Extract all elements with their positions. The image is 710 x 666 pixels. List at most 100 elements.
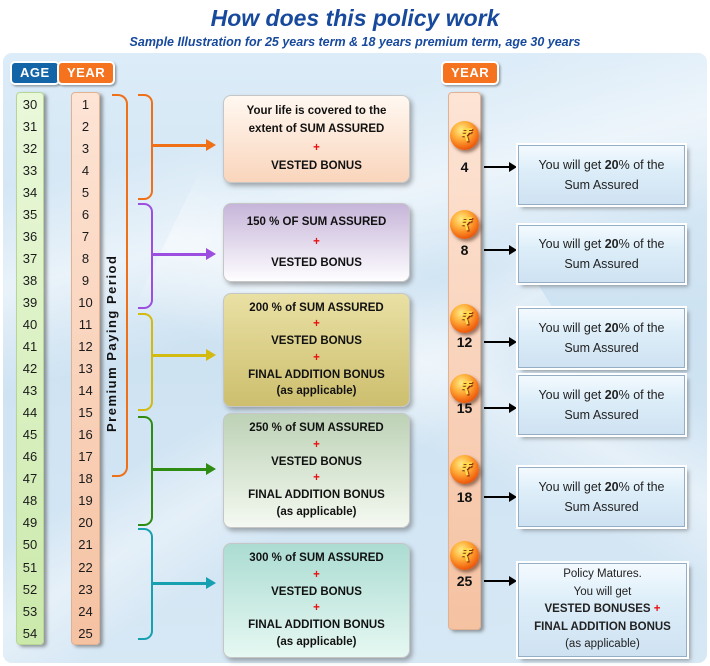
- text-line: Sum Assured: [564, 500, 639, 514]
- arrow-head-icon: [509, 576, 517, 586]
- payout-arrow: [484, 403, 517, 413]
- payout-box-year-15: You will get 20% of the Sum Assured: [518, 375, 685, 435]
- text-line: VESTED BONUS: [271, 159, 362, 172]
- year-cell: 9: [81, 272, 90, 288]
- year-cell: 2: [81, 118, 90, 134]
- payout-year-column-header: YEAR: [441, 61, 500, 85]
- arrow-head-icon: [206, 577, 216, 589]
- age-cell: 51: [22, 559, 38, 575]
- age-cell: 38: [22, 272, 38, 288]
- age-cell: 39: [22, 294, 38, 310]
- age-cell: 54: [22, 625, 38, 641]
- year-cell: 24: [78, 603, 93, 619]
- rupee-coin-icon: ₹: [450, 374, 479, 403]
- arrow-head-icon: [509, 403, 517, 413]
- text-line: You will get: [573, 585, 632, 598]
- age-cell: 35: [22, 206, 38, 222]
- age-column-header: AGE: [10, 61, 60, 85]
- payout-arrow: [484, 337, 517, 347]
- text-line: VESTED BONUS: [271, 585, 362, 598]
- text-line: 250 % of SUM ASSURED: [249, 421, 384, 434]
- text-line: You will get 20% of the: [538, 388, 665, 402]
- age-cell: 34: [22, 184, 38, 200]
- text-line: FINAL ADDITION BONUS: [534, 620, 671, 633]
- text-line: VESTED BONUS: [271, 256, 362, 269]
- benefit-arrow: [151, 248, 216, 260]
- rupee-coin-icon: ₹: [450, 210, 479, 239]
- benefit-arrow: [151, 349, 216, 361]
- text-line: 200 % of SUM ASSURED: [249, 301, 384, 314]
- year-column-header: YEAR: [57, 61, 116, 85]
- text-line: +: [313, 602, 320, 615]
- bracket-years-6-10: [138, 203, 153, 309]
- text-line: FINAL ADDITION BONUS: [248, 619, 385, 632]
- age-cell: 32: [22, 140, 38, 156]
- year-cell: 12: [78, 339, 93, 355]
- age-cell: 37: [22, 250, 38, 266]
- age-cell: 31: [22, 118, 38, 134]
- text-line: (as applicable): [276, 506, 357, 519]
- text-line: +: [313, 141, 320, 154]
- benefit-box-years-6-10: 150 % OF SUM ASSURED + VESTED BONUS: [223, 203, 410, 282]
- age-cell: 43: [22, 383, 38, 399]
- year-cell: 15: [78, 405, 93, 421]
- payout-year-column: [448, 92, 481, 630]
- text-line: +: [313, 472, 320, 485]
- age-cell: 52: [22, 581, 38, 597]
- year-cell: 18: [78, 471, 93, 487]
- age-cell: 36: [22, 228, 38, 244]
- benefit-box-years-11-15: 200 % of SUM ASSURED + VESTED BONUS + FINAL …: [223, 293, 410, 407]
- year-cell: 25: [78, 625, 93, 641]
- payout-box-year-25-maturity: Policy Matures. You will get VESTED BONUSE…: [518, 563, 687, 657]
- year-cell: 4: [81, 162, 90, 178]
- text-line: VESTED BONUSES +: [544, 603, 661, 616]
- arrow-head-icon: [509, 245, 517, 255]
- text-line: FINAL ADDITION BONUS: [248, 489, 385, 502]
- age-cell: 48: [22, 493, 38, 509]
- premium-paying-period-bracket: [112, 94, 128, 477]
- text-line: (as applicable): [276, 636, 357, 649]
- bracket-years-11-15: [138, 313, 153, 411]
- payout-year-4: 4: [460, 159, 469, 175]
- text-line: You will get 20% of the: [538, 237, 665, 251]
- text-line: Sum Assured: [564, 257, 639, 271]
- age-cell: 49: [22, 515, 38, 531]
- age-cell: 53: [22, 603, 38, 619]
- age-cell: 42: [22, 361, 38, 377]
- text-line: Sum Assured: [564, 408, 639, 422]
- year-cell: 20: [78, 515, 93, 531]
- text-line: FINAL ADDITION BONUS: [248, 368, 385, 381]
- arrow-head-icon: [509, 337, 517, 347]
- text-line: (as applicable): [565, 638, 640, 651]
- year-cell: 11: [78, 316, 93, 332]
- text-line: You will get 20% of the: [538, 321, 665, 335]
- text-line: +: [313, 438, 320, 451]
- arrow-head-icon: [509, 492, 517, 502]
- text-line: You will get 20% of the: [538, 480, 665, 494]
- age-cell: 44: [22, 405, 38, 421]
- arrow-head-icon: [206, 463, 216, 475]
- text-line: 300 % of SUM ASSURED: [249, 551, 384, 564]
- year-cell: 7: [81, 228, 90, 244]
- rupee-coin-icon: ₹: [450, 541, 479, 570]
- rupee-coin-icon: ₹: [450, 304, 479, 333]
- year-cell: 19: [78, 493, 93, 509]
- year-cell: 22: [78, 559, 93, 575]
- year-cell: 21: [78, 537, 93, 553]
- benefit-box-years-21-25: 300 % of SUM ASSURED + VESTED BONUS + FINAL …: [223, 543, 410, 658]
- payout-year-12: 12: [456, 334, 473, 350]
- year-cell: 16: [78, 427, 93, 443]
- payout-box-year-12: You will get 20% of the Sum Assured: [518, 308, 685, 368]
- year-cell: 3: [81, 140, 90, 156]
- text-line: VESTED BONUS: [271, 455, 362, 468]
- text-line: +: [313, 351, 320, 364]
- arrow-head-icon: [206, 349, 216, 361]
- year-cell: 17: [78, 449, 93, 465]
- payout-arrow: [484, 162, 517, 172]
- text-line: (as applicable): [276, 385, 357, 398]
- bracket-years-1-5: [138, 94, 153, 200]
- payout-year-8: 8: [460, 242, 469, 258]
- year-cell: 1: [81, 96, 90, 112]
- rupee-coin-icon: ₹: [450, 455, 479, 484]
- age-cell: 47: [22, 471, 38, 487]
